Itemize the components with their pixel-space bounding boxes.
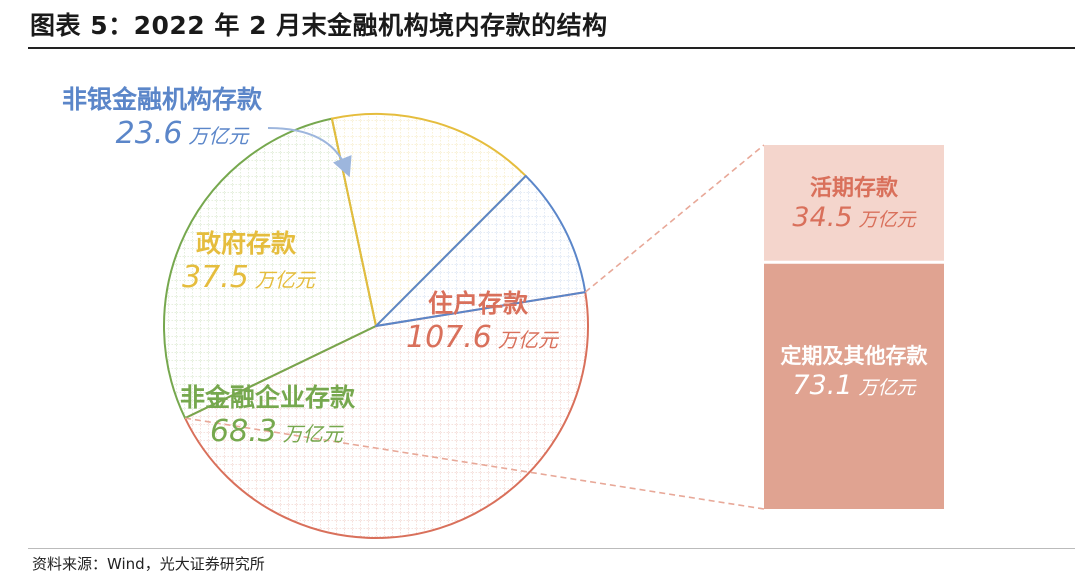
- pie-slice-corporate: [163, 117, 377, 420]
- breakdown-bar: [764, 145, 944, 509]
- label-nonbank: 非银金融机构存款 23.6 万亿元: [62, 80, 262, 151]
- block-label-time: 定期及其他存款 73.1 万亿元: [764, 340, 944, 401]
- slice-value-household: 107.6: [406, 320, 492, 355]
- label-corporate: 非金融企业存款 68.3 万亿元: [180, 378, 355, 449]
- connector-top: [584, 144, 765, 293]
- segment-value-demand: 34.5: [792, 202, 853, 233]
- slice-value-government: 37.5: [182, 260, 249, 295]
- chart-title: 图表 5：2022 年 2 月末金融机构境内存款的结构: [30, 11, 608, 40]
- slice-label-household: 住户存款: [428, 289, 529, 318]
- callout-arrow: [267, 127, 352, 178]
- segment-label-time: 定期及其他存款: [780, 344, 928, 368]
- pie-slice-household: [184, 291, 589, 539]
- bar-segment-demand: [764, 145, 944, 261]
- unit-nonbank: 万亿元: [188, 124, 249, 148]
- pie-slice-government: [330, 113, 527, 327]
- unit-time: 万亿元: [858, 377, 916, 399]
- label-government: 政府存款 37.5 万亿元: [182, 224, 315, 295]
- slice-value-corporate: 68.3: [210, 414, 277, 449]
- title-rule: [28, 47, 1075, 49]
- connector-bottom: [184, 417, 765, 510]
- segment-value-time: 73.1: [792, 370, 853, 401]
- unit-government: 万亿元: [254, 268, 315, 292]
- unit-household: 万亿元: [497, 328, 558, 352]
- unit-corporate: 万亿元: [282, 422, 343, 446]
- breakdown-connectors: [184, 144, 765, 510]
- segment-label-demand: 活期存款: [809, 176, 898, 201]
- block-label-demand: 活期存款 34.5 万亿元: [764, 170, 944, 233]
- slice-label-government: 政府存款: [196, 229, 297, 258]
- slice-label-nonbank: 非银金融机构存款: [62, 85, 263, 114]
- slice-value-nonbank: 23.6: [115, 116, 183, 151]
- source-rule: [28, 548, 1075, 549]
- pie-chart: [163, 113, 589, 539]
- bar-segment-time: [764, 263, 944, 509]
- unit-demand: 万亿元: [858, 209, 916, 231]
- slice-label-corporate: 非金融企业存款: [180, 383, 356, 412]
- label-household: 住户存款 107.6 万亿元: [406, 284, 558, 355]
- pie-slice-nonbank: [375, 174, 587, 327]
- source-note: 资料来源：Wind，光大证券研究所: [32, 555, 265, 573]
